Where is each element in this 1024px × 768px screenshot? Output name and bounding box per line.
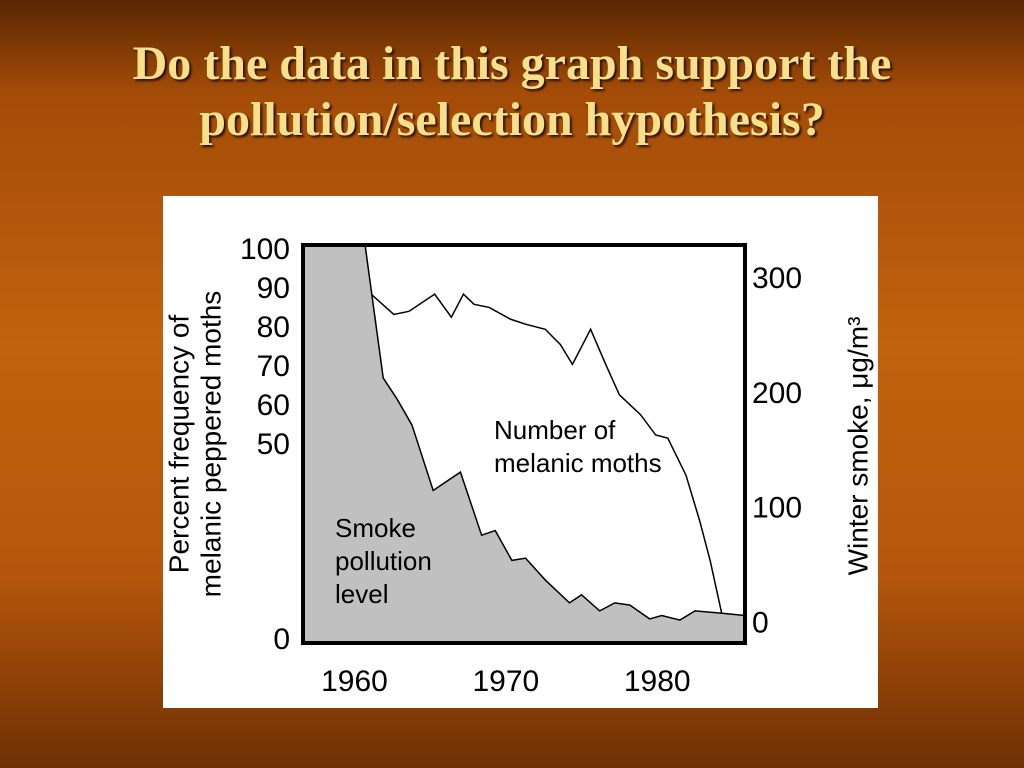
area-fill <box>303 245 745 643</box>
annotation: Number of <box>494 415 616 445</box>
plot-area <box>303 245 745 643</box>
y-tick-label: 80 <box>257 311 290 344</box>
y-tick-label: 50 <box>257 428 290 461</box>
y-tick-label: 70 <box>257 350 290 383</box>
annotation: Smoke <box>335 513 416 543</box>
x-tick-label: 1960 <box>321 665 388 698</box>
title-line: pollution/selection hypothesis? <box>199 93 825 146</box>
y-axis-label: Percent frequency of <box>163 315 194 574</box>
series-line <box>364 245 724 617</box>
series-line <box>303 245 745 621</box>
annotation: level <box>335 579 388 609</box>
annotation: pollution <box>335 546 432 576</box>
y2-tick-label: 200 <box>752 377 802 410</box>
y2-tick-label: 0 <box>752 606 769 639</box>
y-tick-label: 90 <box>257 272 290 305</box>
y-tick-label: 60 <box>257 389 290 422</box>
title-line: Do the data in this graph support the <box>132 37 892 90</box>
y2-axis-label: Winter smoke, μg/m³ <box>842 317 873 576</box>
y2-tick-label: 300 <box>752 262 802 295</box>
x-tick-label: 1980 <box>624 665 691 698</box>
slide-title: Do the data in this graph support the po… <box>0 36 1024 148</box>
y-tick-label: 100 <box>240 233 290 266</box>
y-tick-label: 0 <box>273 623 290 656</box>
y2-tick-label: 100 <box>752 492 802 525</box>
y-axis-label: melanic peppered moths <box>195 291 226 598</box>
annotation: melanic moths <box>494 448 662 478</box>
x-tick-label: 1970 <box>472 665 539 698</box>
